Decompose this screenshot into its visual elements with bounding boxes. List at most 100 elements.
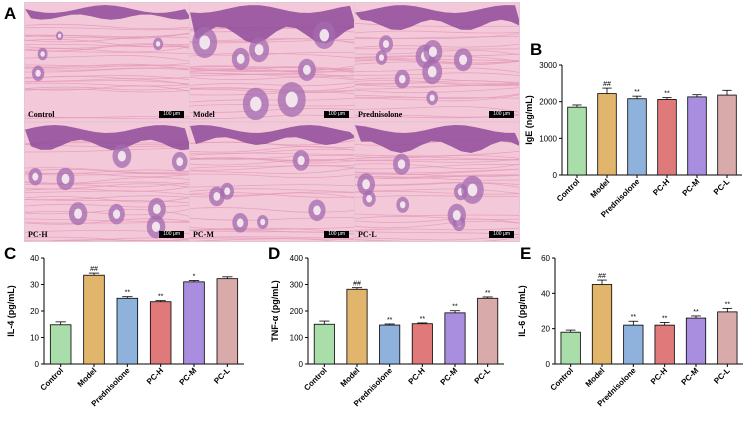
bar: [598, 94, 617, 175]
tile-label: PC-L: [358, 230, 377, 239]
gland-lumen: [286, 92, 298, 108]
y-tick-label: 20: [541, 325, 550, 334]
scale-bar: 100 μm: [159, 231, 184, 238]
gland-lumen: [298, 156, 305, 165]
significance-mark: **: [485, 290, 491, 297]
bar: [347, 289, 367, 364]
x-tick-label: PC-H: [407, 366, 427, 386]
bar: [184, 282, 205, 364]
scale-bar: 100 μm: [489, 231, 514, 238]
bar: [658, 99, 677, 175]
significance-mark: **: [387, 317, 393, 324]
gland-lumen: [428, 66, 437, 77]
x-tick-label: PC-M: [178, 366, 199, 387]
gland-lumen: [398, 159, 405, 169]
tile-label: PC-M: [193, 230, 214, 239]
significance-mark: **: [664, 91, 670, 98]
gland-lumen: [362, 179, 370, 189]
x-tick-label: PC-L: [212, 366, 232, 386]
significance-mark: ##: [353, 281, 361, 288]
gland-lumen: [320, 29, 330, 41]
x-tick-label: PC-H: [145, 366, 165, 386]
bar: [624, 325, 643, 364]
histology-tile-control: Control 100 μm: [24, 2, 190, 122]
gland-lumen: [32, 173, 38, 181]
histology-image: [25, 3, 190, 122]
y-tick-label: 20: [30, 307, 39, 316]
significance-mark: **: [452, 304, 458, 311]
x-tick-label: Control: [549, 366, 575, 392]
gland-lumen: [224, 187, 230, 195]
x-tick-label: PC-L: [712, 366, 732, 386]
gland-lumen: [453, 210, 461, 220]
y-axis-label: TNF-α (pg/mL): [270, 280, 280, 342]
tile-label: Model: [193, 110, 215, 119]
bar: [217, 279, 238, 364]
bar: [117, 298, 138, 364]
y-tick-label: 30: [30, 281, 39, 290]
scale-bar: 100 μm: [324, 111, 349, 118]
histology-image: [25, 123, 190, 242]
gland-lumen: [199, 36, 210, 50]
y-axis-label: IgE (ng/mL): [524, 95, 534, 145]
bar: [380, 325, 400, 364]
bar: [686, 318, 705, 364]
gland-lumen: [379, 54, 384, 61]
significance-mark: **: [634, 89, 640, 96]
histology-image: [355, 123, 520, 242]
gland-lumen: [237, 54, 245, 64]
x-tick-label: Model: [584, 366, 607, 389]
gland-lumen: [459, 55, 467, 65]
scale-bar: 100 μm: [489, 111, 514, 118]
x-tick-label: PC-H: [651, 177, 671, 197]
y-tick-label: 200: [290, 307, 304, 316]
x-tick-label: Control: [39, 366, 65, 392]
bar: [412, 324, 432, 364]
x-tick-label: Model: [589, 177, 612, 200]
tile-label: Prednisolone: [358, 110, 402, 119]
significance-mark: ##: [598, 273, 606, 280]
significance-mark: **: [693, 309, 699, 316]
significance-mark: **: [662, 315, 668, 322]
bar: [718, 312, 737, 364]
y-tick-label: 2000: [539, 98, 557, 107]
y-tick-label: 10: [30, 334, 39, 343]
y-tick-label: 100: [290, 334, 304, 343]
gland-lumen: [430, 95, 435, 102]
bar: [655, 325, 674, 364]
panel-letter-a: A: [4, 4, 16, 24]
tile-label: Control: [28, 110, 55, 119]
y-tick-label: 40: [30, 254, 39, 263]
bar: [150, 302, 171, 364]
y-tick-label: 300: [290, 281, 304, 290]
bar: [568, 107, 587, 175]
x-tick-label: Model: [76, 366, 99, 389]
histology-tile-pc-h: PC-H 100 μm: [24, 122, 190, 242]
scale-bar: 100 μm: [159, 111, 184, 118]
y-axis-label: IL-6 (pg/mL): [517, 285, 527, 337]
gland-lumen: [400, 201, 406, 208]
histology-image: [355, 3, 520, 122]
bar: [84, 275, 105, 364]
tile-label: PC-H: [28, 230, 48, 239]
bar: [314, 324, 334, 364]
y-tick-label: 0: [546, 360, 551, 369]
histology-tile-pc-m: PC-M 100 μm: [189, 122, 355, 242]
y-tick-label: 1000: [539, 134, 557, 143]
gland-lumen: [40, 51, 44, 57]
gland-lumen: [113, 210, 120, 219]
x-tick-label: Control: [302, 366, 328, 392]
gland-lumen: [255, 44, 264, 55]
significance-mark: *: [193, 274, 196, 281]
significance-mark: ##: [90, 266, 98, 273]
gland-lumen: [62, 174, 70, 184]
bar: [445, 313, 465, 364]
gland-lumen: [213, 192, 220, 201]
gland-lumen: [35, 70, 40, 77]
y-tick-label: 0: [35, 360, 40, 369]
gland-lumen: [176, 157, 183, 166]
